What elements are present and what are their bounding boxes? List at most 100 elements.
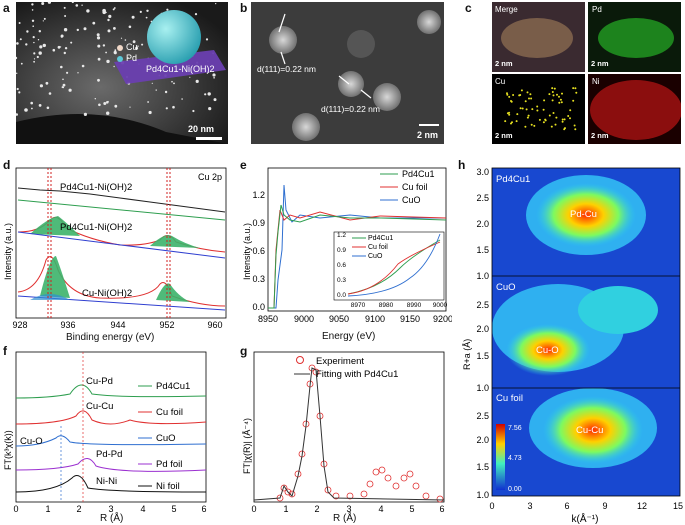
wt-ytick: 1.5 <box>476 245 489 255</box>
wt-ytick: 2.0 <box>476 324 489 334</box>
experiment-point <box>378 466 386 474</box>
nanoparticle-dot <box>42 43 46 48</box>
wt-xtick: 0 <box>489 501 494 511</box>
nanoparticle-dot <box>112 8 115 11</box>
wt-ytick: 1.5 <box>476 351 489 361</box>
xps-label-middle: Pd4Cu1-Ni(OH)2 <box>60 222 132 233</box>
nanoparticle-dot <box>16 113 18 116</box>
nanoparticle-dot <box>148 110 152 115</box>
nanoparticle-dot <box>192 109 195 113</box>
nanoparticle-dot <box>68 88 72 92</box>
xps-label-bottom: Cu-Ni(OH)2 <box>82 288 132 299</box>
ft-peak-label: Ni-Ni <box>96 476 117 487</box>
cu-signal-dot <box>542 108 545 111</box>
xanes-xtick: 9150 <box>400 314 420 324</box>
nanoparticle-dot <box>57 45 61 49</box>
cu-signal-dot <box>560 101 563 104</box>
cu-signal-dot <box>542 121 545 124</box>
xanes-ytick: 1.2 <box>252 190 265 200</box>
nanoparticle-dot <box>96 36 101 40</box>
cu-signal-dot <box>516 113 519 116</box>
nanoparticle-dot <box>155 89 157 91</box>
wt-ytick: 2.0 <box>476 435 489 445</box>
nanoparticle-dot <box>33 60 35 63</box>
xps-title: Cu 2p <box>198 172 222 182</box>
cu-signal-dot <box>564 127 566 130</box>
nanoparticle-dot <box>38 30 41 33</box>
experiment-point <box>372 468 380 476</box>
wt-exafs-chart: Pd4Cu1 Pd-Cu CuO Cu-O Cu foil Cu-Cu 7.56… <box>462 167 683 525</box>
fit-xtick: 1 <box>283 504 288 514</box>
ft-xtick: 6 <box>201 504 206 514</box>
nanoparticle-dot <box>103 102 107 105</box>
nanoparticle-dot <box>63 6 66 9</box>
ft-peak-label: Cu-Pd <box>86 376 113 387</box>
cu-signal-dot <box>569 117 571 120</box>
panel-letter-a: a <box>3 1 10 15</box>
eds-map-label: Cu <box>495 77 506 86</box>
wt-colorbar-tick: 0.00 <box>508 486 522 493</box>
cu-signal-dot <box>529 93 532 96</box>
haadf-image-a-svg <box>16 2 228 144</box>
experiment-point <box>384 474 392 482</box>
xanes-xtick: 9000 <box>294 314 314 324</box>
xanes-xtick: 9200 <box>433 314 452 324</box>
cu-signal-dot <box>556 93 558 96</box>
nanoparticle-dot <box>60 35 63 38</box>
xanes-ytick: 0.3 <box>252 274 265 284</box>
xps-chart: Cu 2p Pd4Cu1-Ni(OH)2 Pd4Cu1-Ni(OH)2 Cu-N… <box>3 167 227 330</box>
cu-signal-dot <box>574 87 577 90</box>
ft-xtick: 3 <box>108 504 113 514</box>
nanoparticle-dot <box>139 10 142 13</box>
nanoparticle-dot <box>31 3 34 6</box>
wt-ytick: 1.0 <box>476 271 489 281</box>
cu-signal-dot <box>544 118 547 121</box>
xanes-ytick: 0.9 <box>252 218 265 228</box>
nanoparticle-dot <box>48 92 52 95</box>
legend-cu: Cu <box>126 42 138 52</box>
nanoparticle-dot <box>165 107 168 110</box>
nanoparticle-dot <box>66 71 69 74</box>
nanoparticle-dot <box>46 106 50 110</box>
xanes-inset-ytick: 0.6 <box>337 262 346 269</box>
nanoparticle-dot <box>164 90 168 94</box>
cu-signal-dot <box>520 89 523 92</box>
cu-signal-dot <box>506 112 509 115</box>
xanes-inset-xtick: 8970 <box>351 302 366 309</box>
cu-signal-dot <box>561 118 564 121</box>
nanoparticle-dot <box>106 59 110 64</box>
nanoparticle-dot <box>75 4 79 7</box>
cu-signal-dot <box>526 91 529 94</box>
nanoparticle-dot <box>127 57 129 59</box>
nanoparticle-dot <box>107 18 110 22</box>
panel-letter-e: e <box>240 158 247 172</box>
nanoparticle-dot <box>173 82 175 85</box>
panel-letter-f: f <box>3 344 7 358</box>
nanoparticle-dot <box>97 78 100 82</box>
nanoparticle-dot <box>52 48 56 52</box>
xps-label-top: Pd4Cu1-Ni(OH)2 <box>60 182 132 193</box>
wt-map-name: Pd4Cu1 <box>496 174 530 185</box>
nanoparticle-dot <box>107 100 109 103</box>
nanoparticle-dot <box>63 28 68 32</box>
nanoparticle-dot <box>204 93 207 96</box>
xanes-xlabel: Energy (eV) <box>322 331 376 342</box>
cu-signal-dot <box>508 95 511 98</box>
cu-signal-dot <box>530 97 533 100</box>
cu-signal-dot <box>519 94 522 96</box>
cu-signal-dot <box>524 125 527 128</box>
xanes-legend: Pd4Cu1 <box>402 169 435 179</box>
ft-peak-label: Cu-O <box>20 436 43 447</box>
xps-xtick: 936 <box>60 320 75 330</box>
cu-signal-dot <box>519 107 522 110</box>
cu-signal-dot <box>533 124 536 127</box>
ft-xtick: 5 <box>171 504 176 514</box>
wt-ytick: 2.5 <box>476 300 489 310</box>
nanoparticle-dot <box>30 101 33 105</box>
cu-signal-dot <box>574 128 577 131</box>
xanes-inset-xtick: 8990 <box>407 302 422 309</box>
nanoparticle-dot <box>63 51 66 55</box>
nanoparticle-dot <box>64 15 67 17</box>
cu-signal-dot <box>538 118 541 121</box>
wt-xtick: 3 <box>527 501 532 511</box>
